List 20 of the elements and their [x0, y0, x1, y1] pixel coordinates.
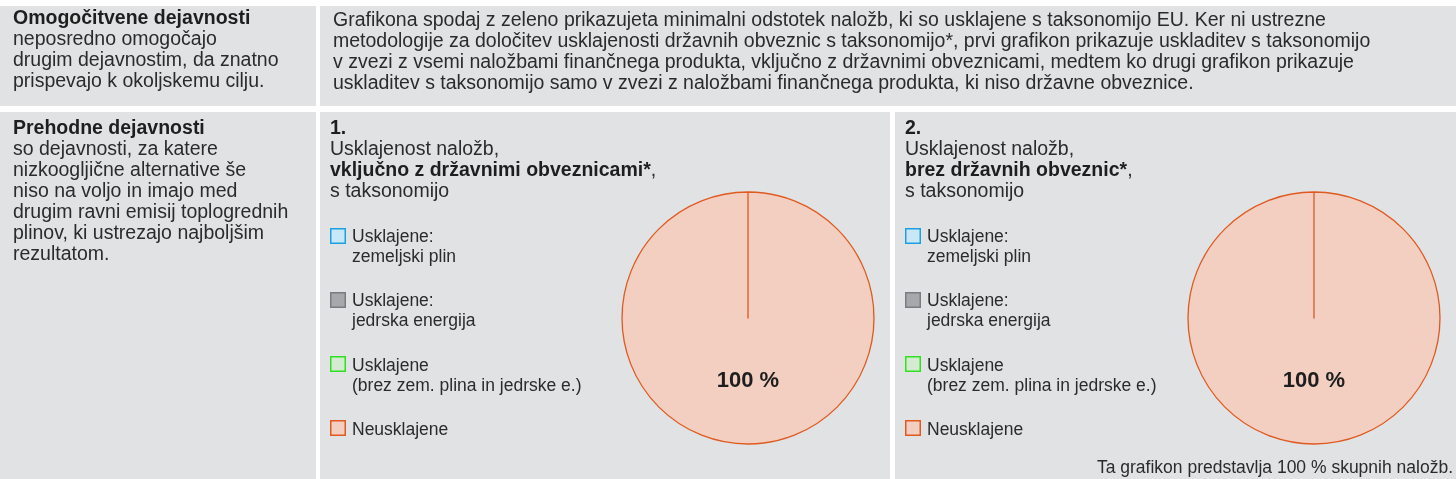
text: Usklajenost naložb, vključno z državnimi obveznicami*, s taksonomijo	[330, 137, 657, 201]
legend-label: Neusklajene	[927, 418, 1024, 439]
data-label: 100 %	[716, 367, 780, 393]
legend-label: Usklajene: jedrska energija	[927, 290, 1051, 331]
chart-title: 2.	[905, 116, 922, 138]
legend-label: Neusklajene	[352, 418, 449, 439]
text: Omogočitvene dejavnosti	[13, 6, 251, 28]
legend-label: Usklajene (brez zem. plina in jedrske e.)	[352, 354, 582, 395]
legend-label: Usklajene: zemeljski plin	[352, 226, 457, 266]
data-label: 100 %	[1282, 367, 1346, 393]
text: Ta grafikon predstavlja 100 % skupnih naložb.	[1096, 457, 1453, 477]
text: Grafikona spodaj z zeleno prikazujeta minimalni odstotek naložb, ki so usklajene s taksonomijo EU. Ker ni ustrezne metodologije za določitev usklajenosti državnih obveznic s taksonomijo*, prvi grafikon prikazuje uskladitev s taksonomijo v zvezi z vsemi naložbami finančnega produkta, vključno z državnimi obveznicami, medtem ko drugi grafikon prikazuje uskladitev s taksonomijo samo v zvezi z naložbami finančnega produkta, ki niso državne obveznice.	[333, 8, 1371, 93]
text: neposredno omogočajo drugim dejavnostim, da znatno prispevajo k okoljskemu cilju.	[13, 27, 279, 91]
legend-label: Usklajene: jedrska energija	[352, 290, 476, 331]
legend-label: Usklajene (brez zem. plina in jedrske e.)	[927, 354, 1157, 395]
text: Prehodne dejavnosti	[13, 116, 205, 138]
legend-label: Usklajene: zemeljski plin	[927, 226, 1032, 266]
text: Usklajenost naložb, brez državnih obveznic*, s taksonomijo	[905, 137, 1133, 201]
chart-title: 1.	[330, 116, 347, 138]
text: so dejavnosti, za katere nizkoogljične alternative še niso na voljo in imajo med drugim ravni emisij toplogrednih plinov, ki ustrezajo najboljšim rezultatom.	[13, 137, 289, 264]
